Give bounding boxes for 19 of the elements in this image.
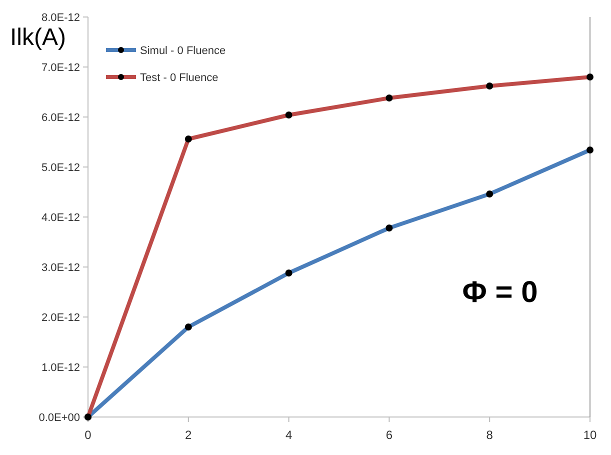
x-tick-label: 6: [386, 428, 393, 442]
y-tick-label: 8.0E-12: [41, 12, 80, 24]
y-tick-label: 3.0E-12: [41, 262, 80, 274]
x-tick-label: 0: [84, 428, 92, 442]
annotation: Φ = 0: [462, 276, 538, 309]
x-tick-label: 2: [185, 428, 192, 442]
y-tick-label: 5.0E-12: [41, 162, 80, 174]
y-tick-label: 4.0E-12: [41, 212, 80, 224]
y-tick-label: 2.0E-12: [41, 312, 80, 324]
y-tick-label: 0.0E+00: [38, 412, 80, 424]
x-tick-label: 10: [583, 428, 597, 442]
legend-label: Test - 0 Fluence: [140, 72, 218, 84]
x-tick-label: 8: [486, 428, 494, 442]
legend-label: Simul - 0 Fluence: [140, 44, 226, 57]
y-tick-label: 1.0E-12: [41, 362, 80, 374]
y-tick-label: 7.0E-12: [41, 62, 80, 74]
x-tick-label: 4: [285, 428, 292, 442]
y-axis-title: Ilk(A): [10, 24, 66, 51]
y-tick-label: 6.0E-12: [41, 112, 80, 124]
